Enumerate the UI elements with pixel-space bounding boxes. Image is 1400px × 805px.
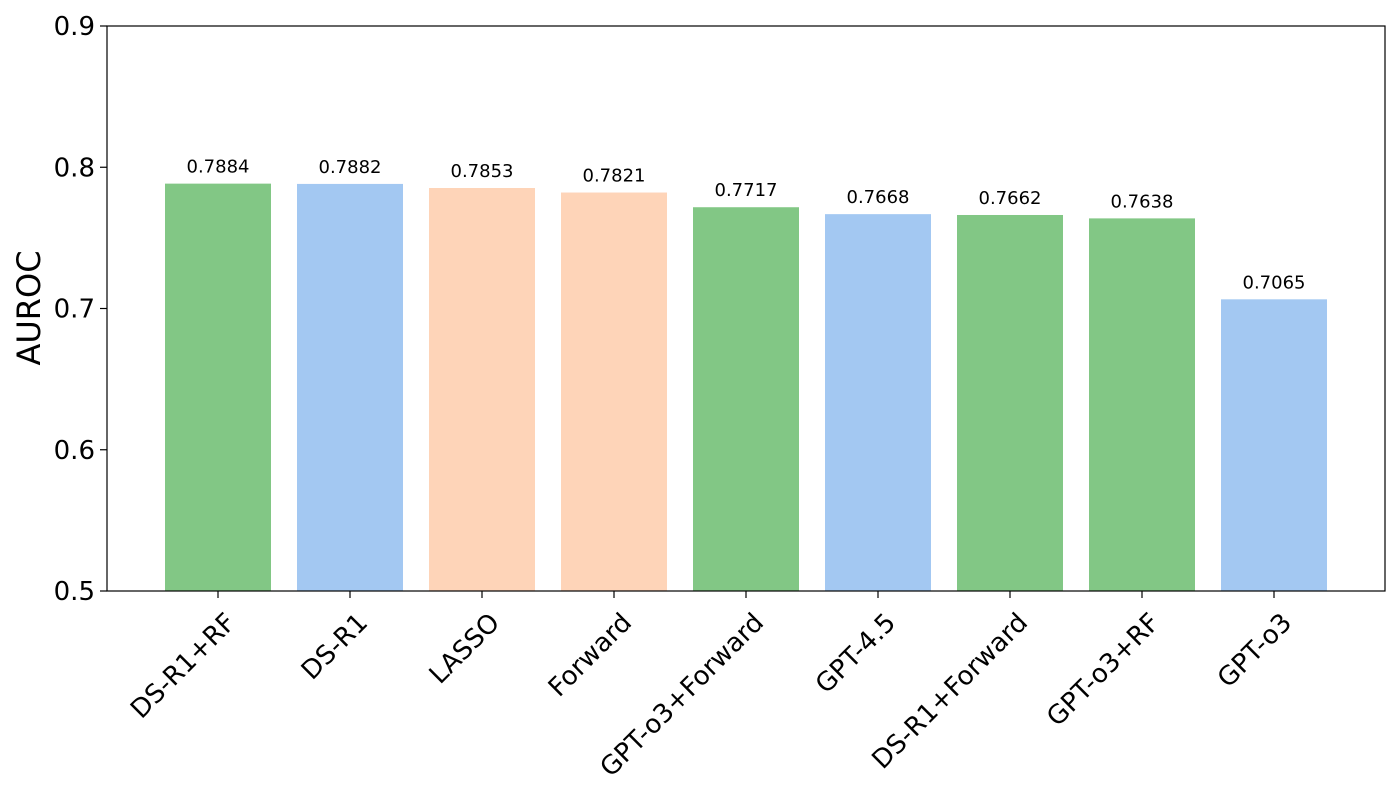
y-tick-label: 0.6 xyxy=(54,436,95,466)
bar-value-label: 0.7668 xyxy=(847,187,910,208)
bar-value-label: 0.7882 xyxy=(319,157,382,178)
x-category-label: GPT-o3+RF xyxy=(1041,608,1166,733)
bar xyxy=(1089,218,1195,591)
bar-value-label: 0.7821 xyxy=(583,166,646,187)
y-tick-label: 0.9 xyxy=(54,12,95,42)
bar xyxy=(693,207,799,591)
y-tick-label: 0.7 xyxy=(54,295,95,325)
bar-value-label: 0.7638 xyxy=(1111,191,1174,212)
bar-value-label: 0.7853 xyxy=(451,161,514,182)
bar xyxy=(957,214,1063,591)
x-category-label: GPT-o3 xyxy=(1212,608,1298,694)
bar-value-label: 0.7717 xyxy=(715,180,778,201)
x-category-label: Forward xyxy=(543,608,638,703)
bar xyxy=(825,214,931,591)
bar-value-label: 0.7662 xyxy=(979,188,1042,209)
y-axis-title: AUROC xyxy=(10,250,48,365)
bar xyxy=(561,192,667,591)
bar xyxy=(297,183,403,592)
bar xyxy=(165,183,271,591)
x-category-label: DS-R1+RF xyxy=(125,608,242,725)
x-category-label: LASSO xyxy=(424,608,506,690)
bar-value-label: 0.7884 xyxy=(187,157,250,178)
x-category-label: GPT-4.5 xyxy=(810,608,902,700)
value-labels-layer: 0.7884 0.7882 0.7853 0.7821 0.7717 0.7668 0.76… xyxy=(187,157,1306,294)
y-axis: 0.5 0.6 0.7 0.8 0.9 xyxy=(54,12,107,607)
y-tick-label: 0.5 xyxy=(54,577,95,607)
bar xyxy=(1221,299,1327,591)
x-category-label: DS-R1 xyxy=(296,608,374,686)
y-tick-label: 0.8 xyxy=(54,153,95,183)
bar xyxy=(429,188,535,592)
bars-layer xyxy=(165,183,1327,592)
bar-value-label: 0.7065 xyxy=(1243,272,1306,293)
